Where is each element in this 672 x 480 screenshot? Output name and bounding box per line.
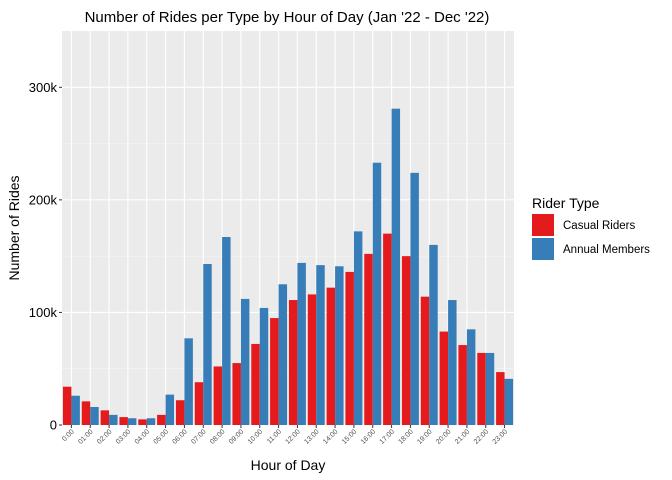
legend-key-casual xyxy=(532,214,554,236)
x-tick-label: 07:00 xyxy=(190,428,207,445)
x-tick-label: 05:00 xyxy=(153,428,170,445)
bar-casual-17 xyxy=(383,233,392,425)
x-tick-label: 15:00 xyxy=(341,428,358,445)
bar-member-16 xyxy=(372,162,382,426)
bar-member-6 xyxy=(184,338,193,425)
bar-member-10 xyxy=(259,307,269,425)
bar-member-21 xyxy=(466,329,476,425)
y-axis: 0 100k 200k 300k xyxy=(29,80,62,433)
y-tick-label: 100k xyxy=(29,305,58,320)
x-tick-label: 09:00 xyxy=(228,428,245,445)
bar-casual-19 xyxy=(420,296,430,425)
bar-member-8 xyxy=(222,237,231,425)
bar-casual-22 xyxy=(477,352,486,425)
x-tick-label: 16:00 xyxy=(360,428,377,445)
x-tick-label: 04:00 xyxy=(134,428,151,445)
x-tick-label: 13:00 xyxy=(303,428,320,445)
x-tick-label: 19:00 xyxy=(416,428,433,445)
plot-panel xyxy=(62,31,514,425)
y-axis-label: Number of Rides xyxy=(6,175,22,280)
x-tick-label: 03:00 xyxy=(115,428,132,445)
bar-casual-4 xyxy=(138,419,147,425)
bar-casual-20 xyxy=(439,331,449,425)
x-tick-label: 06:00 xyxy=(171,428,188,445)
x-tick-label: 22:00 xyxy=(473,428,490,445)
y-tick-label: 300k xyxy=(29,80,58,95)
x-tick-label: 11:00 xyxy=(266,428,283,445)
bar-casual-3 xyxy=(119,417,128,425)
y-tick-label: 0 xyxy=(50,418,57,433)
bar-member-20 xyxy=(448,300,457,425)
bar-casual-11 xyxy=(270,318,279,425)
x-axis-label: Hour of Day xyxy=(251,457,326,473)
bar-casual-23 xyxy=(496,372,505,425)
bar-member-2 xyxy=(109,414,118,425)
bar-member-22 xyxy=(485,352,495,425)
bar-casual-14 xyxy=(326,287,336,425)
bar-casual-0 xyxy=(62,386,72,425)
bar-casual-12 xyxy=(288,300,298,425)
x-tick-label: 20:00 xyxy=(435,428,452,445)
x-tick-label: 12:00 xyxy=(284,428,301,445)
x-tick-label: 08:00 xyxy=(209,428,226,445)
legend-label: Casual Riders xyxy=(563,220,635,232)
x-tick-label: 0:00 xyxy=(61,428,76,443)
bar-member-3 xyxy=(127,418,137,425)
bar-member-1 xyxy=(90,406,99,425)
bar-member-13 xyxy=(316,265,325,425)
legend: Rider Type Casual Riders Annual Members xyxy=(532,195,650,260)
bar-casual-21 xyxy=(458,345,467,425)
x-tick-label: 18:00 xyxy=(397,428,414,445)
x-tick-label: 01:00 xyxy=(77,428,94,445)
legend-title: Rider Type xyxy=(532,195,600,211)
bar-member-18 xyxy=(410,172,419,425)
bar-member-9 xyxy=(240,298,250,425)
bar-casual-9 xyxy=(232,363,241,425)
x-axis: 0:00 01:00 02:00 03:00 04:00 05:00 06:00 07:00 0… xyxy=(61,425,509,446)
bars xyxy=(62,108,514,426)
bar-casual-18 xyxy=(401,256,411,425)
x-tick-label: 21:00 xyxy=(454,428,471,445)
legend-key-member xyxy=(532,238,554,260)
y-tick-label: 200k xyxy=(29,192,58,207)
bar-member-23 xyxy=(504,378,514,425)
x-tick-label: 02:00 xyxy=(96,428,113,445)
bar-member-0 xyxy=(71,395,80,425)
bar-member-19 xyxy=(429,244,438,425)
bar-member-14 xyxy=(335,266,344,425)
bar-member-15 xyxy=(353,231,363,425)
bar-casual-10 xyxy=(251,343,260,425)
x-tick-label: 17:00 xyxy=(379,428,396,445)
bar-casual-15 xyxy=(345,271,354,425)
bar-member-12 xyxy=(297,262,306,425)
bar-casual-1 xyxy=(81,401,91,425)
bar-casual-6 xyxy=(175,400,185,425)
bar-member-17 xyxy=(391,108,401,425)
bar-casual-2 xyxy=(100,410,110,425)
bar-casual-13 xyxy=(307,294,317,425)
chart-title: Number of Rides per Type by Hour of Day … xyxy=(85,9,490,26)
bar-casual-16 xyxy=(364,253,373,425)
x-tick-label: 10:00 xyxy=(247,428,264,445)
bar-casual-8 xyxy=(213,366,223,425)
legend-label: Annual Members xyxy=(563,244,650,256)
bar-casual-5 xyxy=(157,414,166,425)
bar-casual-7 xyxy=(194,382,204,425)
bar-member-11 xyxy=(278,284,288,425)
bar-member-5 xyxy=(165,394,175,425)
bar-member-7 xyxy=(203,264,212,425)
x-tick-label: 23:00 xyxy=(492,428,509,445)
x-tick-label: 14:00 xyxy=(322,428,339,445)
bar-member-4 xyxy=(146,418,156,425)
